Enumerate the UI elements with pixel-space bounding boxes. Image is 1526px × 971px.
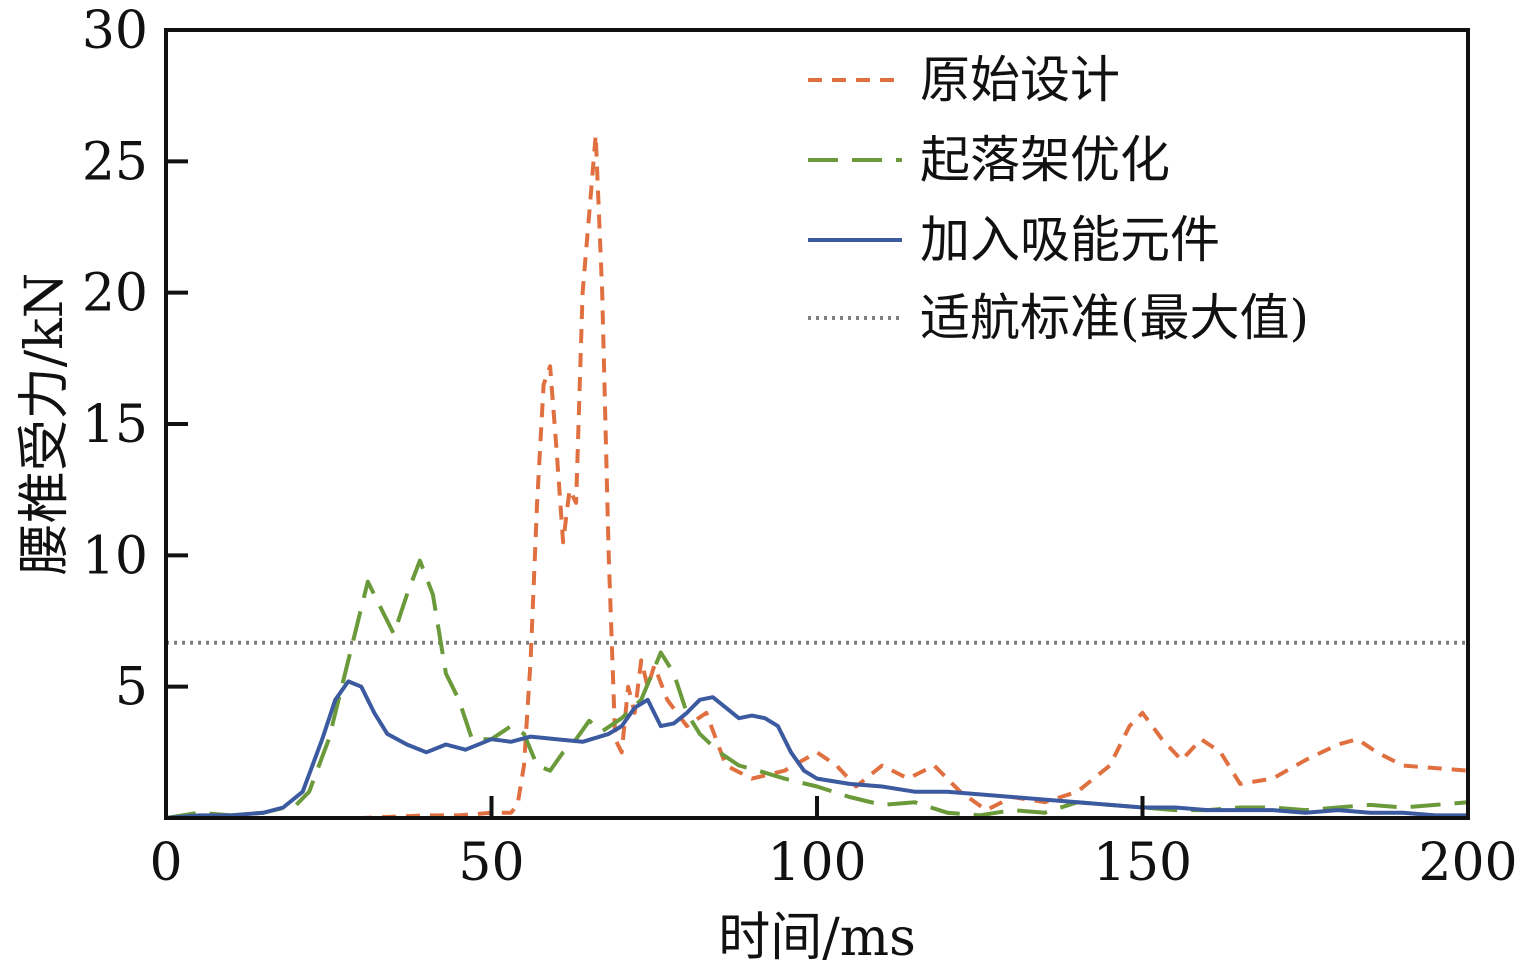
- series-layer: [166, 133, 1468, 818]
- series-line-solid: [166, 679, 1468, 818]
- tick-layer: 0 50 100 150 200 5 10 15 20 25 30: [82, 1, 1518, 893]
- y-tick-label: 25: [82, 132, 148, 192]
- x-tick-label: 200: [1418, 833, 1517, 893]
- plot-frame: [164, 28, 1470, 820]
- y-tick-label: 15: [82, 395, 148, 455]
- y-tick-label: 10: [82, 526, 148, 586]
- x-tick-label: 150: [1093, 833, 1192, 893]
- series-line-short-dash: [166, 133, 1468, 818]
- legend-label: 起落架优化: [920, 131, 1170, 189]
- y-tick-label: 20: [82, 264, 148, 324]
- y-tick-label: 5: [115, 658, 148, 718]
- x-axis-title: 时间/ms: [718, 908, 916, 968]
- y-tick-label: 30: [82, 1, 148, 61]
- x-tick-label: 0: [149, 833, 182, 893]
- x-tick-label: 100: [767, 833, 866, 893]
- legend-label: 原始设计: [920, 51, 1120, 109]
- legend-label: 加入吸能元件: [920, 211, 1220, 269]
- y-axis-title: 腰椎受力/kN: [15, 273, 75, 576]
- legend-label: 适航标准(最大值): [920, 289, 1309, 347]
- x-tick-label: 50: [458, 833, 524, 893]
